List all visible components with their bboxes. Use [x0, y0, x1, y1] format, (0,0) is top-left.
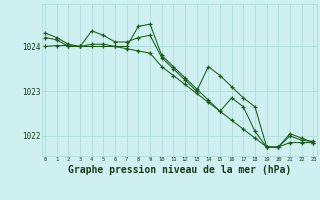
X-axis label: Graphe pression niveau de la mer (hPa): Graphe pression niveau de la mer (hPa)	[68, 165, 291, 175]
